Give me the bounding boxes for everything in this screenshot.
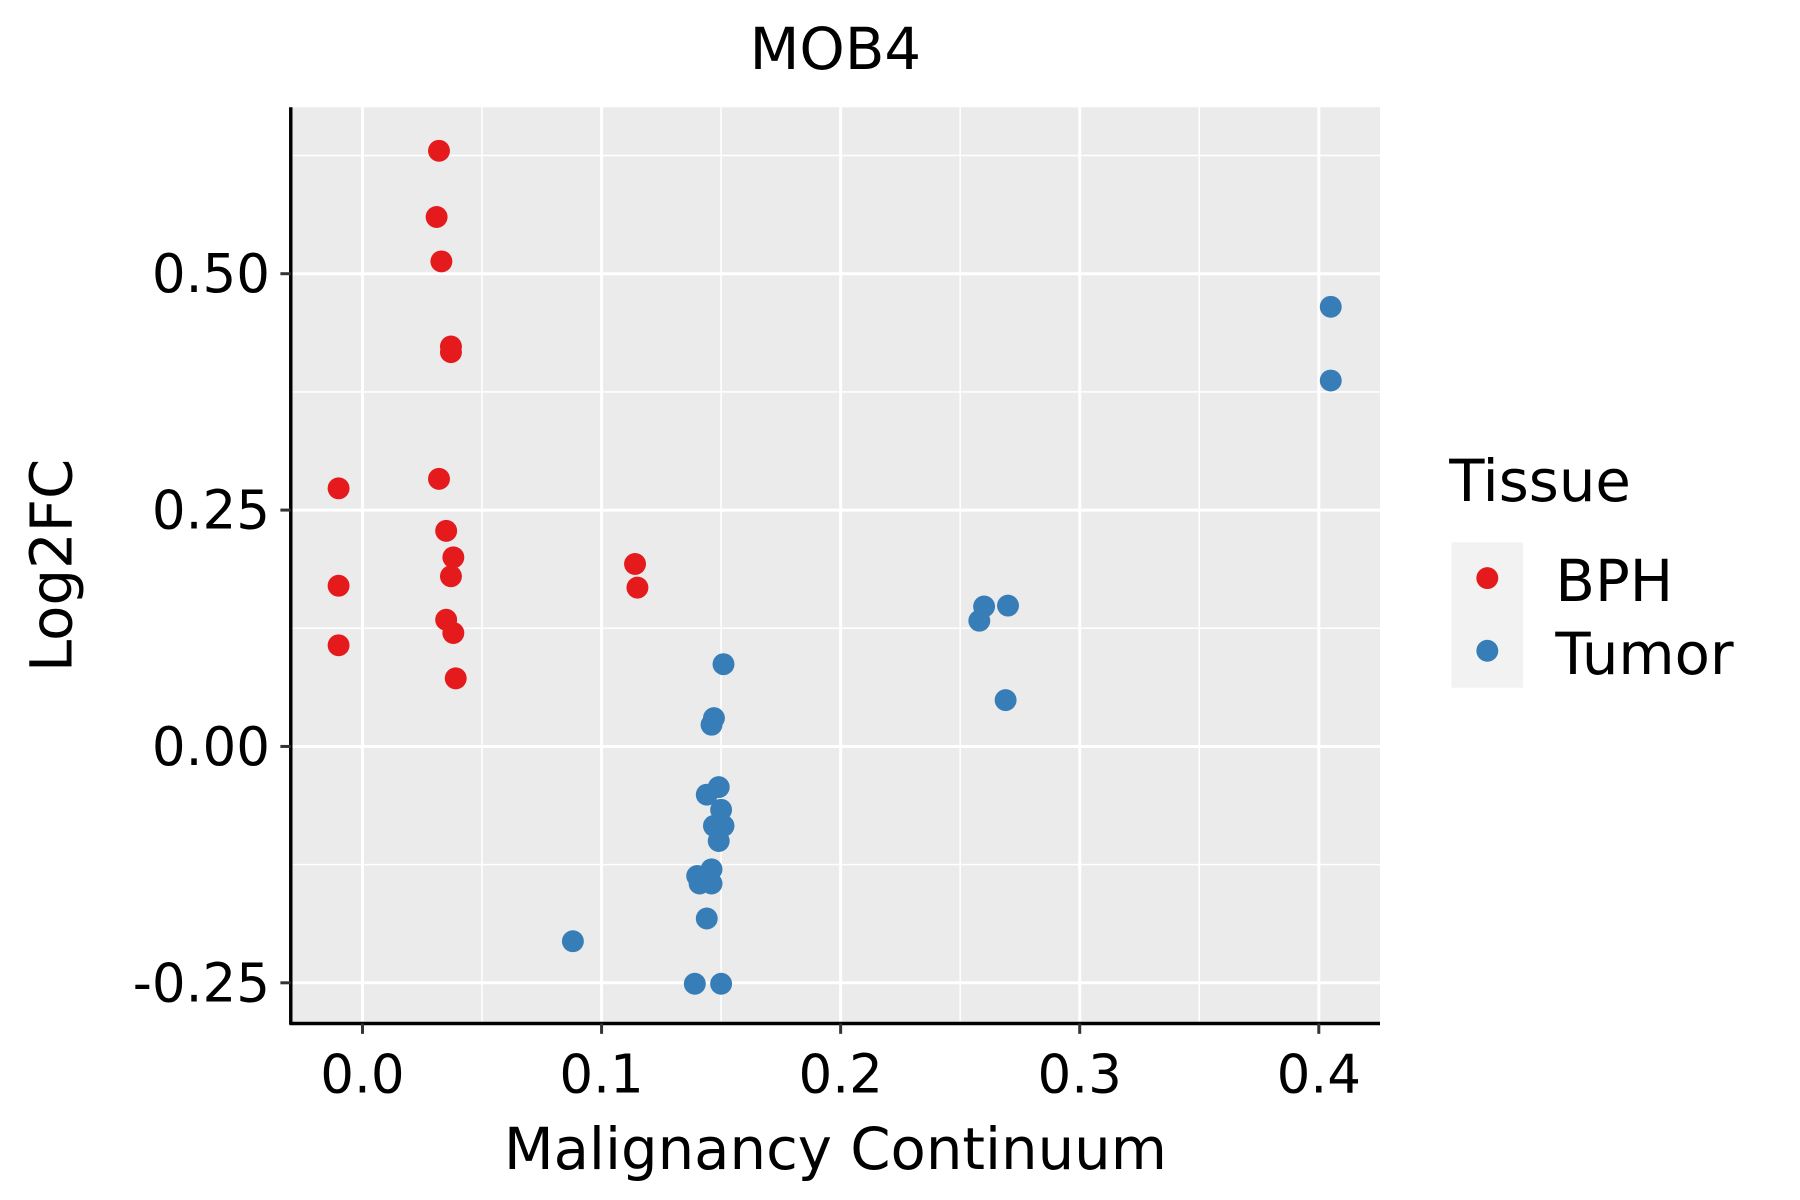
y-axis-title: Log2FC	[18, 459, 86, 672]
x-tick-label: 0.2	[798, 1044, 882, 1106]
data-point-bph	[327, 477, 350, 500]
legend-label-tumor: Tumor	[1554, 620, 1734, 688]
x-axis-title: Malignancy Continuum	[504, 1115, 1167, 1183]
x-axis-ticks: 0.0 0.1 0.2 0.3 0.4	[320, 1023, 1361, 1106]
plot-panel	[290, 107, 1380, 1024]
y-tick-label: 0.00	[152, 716, 270, 778]
x-tick-label: 0.0	[320, 1044, 404, 1106]
legend-label-bph: BPH	[1555, 547, 1673, 615]
y-tick-label: -0.25	[133, 952, 270, 1014]
data-point-tumor	[695, 783, 718, 806]
data-point-tumor	[700, 713, 723, 736]
data-point-bph	[624, 553, 647, 575]
data-point-bph	[444, 667, 467, 690]
chart-title: MOB4	[750, 15, 921, 83]
data-point-bph	[435, 519, 458, 542]
data-point-tumor	[1319, 295, 1342, 318]
data-point-bph	[327, 634, 350, 657]
data-points	[327, 139, 1342, 995]
data-point-bph	[425, 206, 448, 228]
data-point-bph	[430, 250, 453, 273]
legend-title: Tissue	[1448, 447, 1631, 515]
legend-key-background	[1451, 542, 1524, 688]
data-point-bph	[442, 546, 465, 569]
data-point-tumor	[700, 872, 723, 895]
data-point-tumor	[968, 609, 991, 632]
x-tick-label: 0.1	[559, 1044, 643, 1106]
y-tick-label: 0.50	[152, 243, 270, 305]
data-point-tumor	[695, 907, 718, 930]
data-point-bph	[439, 341, 462, 364]
data-point-tumor	[707, 830, 730, 852]
data-point-tumor	[712, 653, 735, 676]
data-point-tumor	[710, 972, 733, 995]
legend-key-tumor	[1476, 639, 1499, 662]
data-point-tumor	[997, 594, 1019, 617]
data-point-bph	[428, 139, 450, 162]
y-axis-ticks: -0.25 0.00 0.25 0.50	[133, 243, 291, 1014]
data-point-tumor	[683, 972, 706, 995]
data-point-bph	[626, 576, 649, 599]
data-point-bph	[442, 622, 465, 644]
data-point-bph	[439, 565, 462, 588]
y-tick-label: 0.25	[152, 480, 270, 542]
grid-lines	[290, 107, 1380, 1024]
data-point-tumor	[1319, 369, 1342, 392]
data-point-tumor	[994, 689, 1017, 712]
x-tick-label: 0.4	[1277, 1044, 1361, 1106]
data-point-bph	[327, 574, 350, 597]
legend: Tissue BPH Tumor	[1448, 447, 1734, 688]
data-point-bph	[428, 467, 450, 490]
legend-key-bph	[1476, 567, 1499, 590]
x-tick-label: 0.3	[1038, 1044, 1122, 1106]
data-point-tumor	[561, 930, 584, 953]
